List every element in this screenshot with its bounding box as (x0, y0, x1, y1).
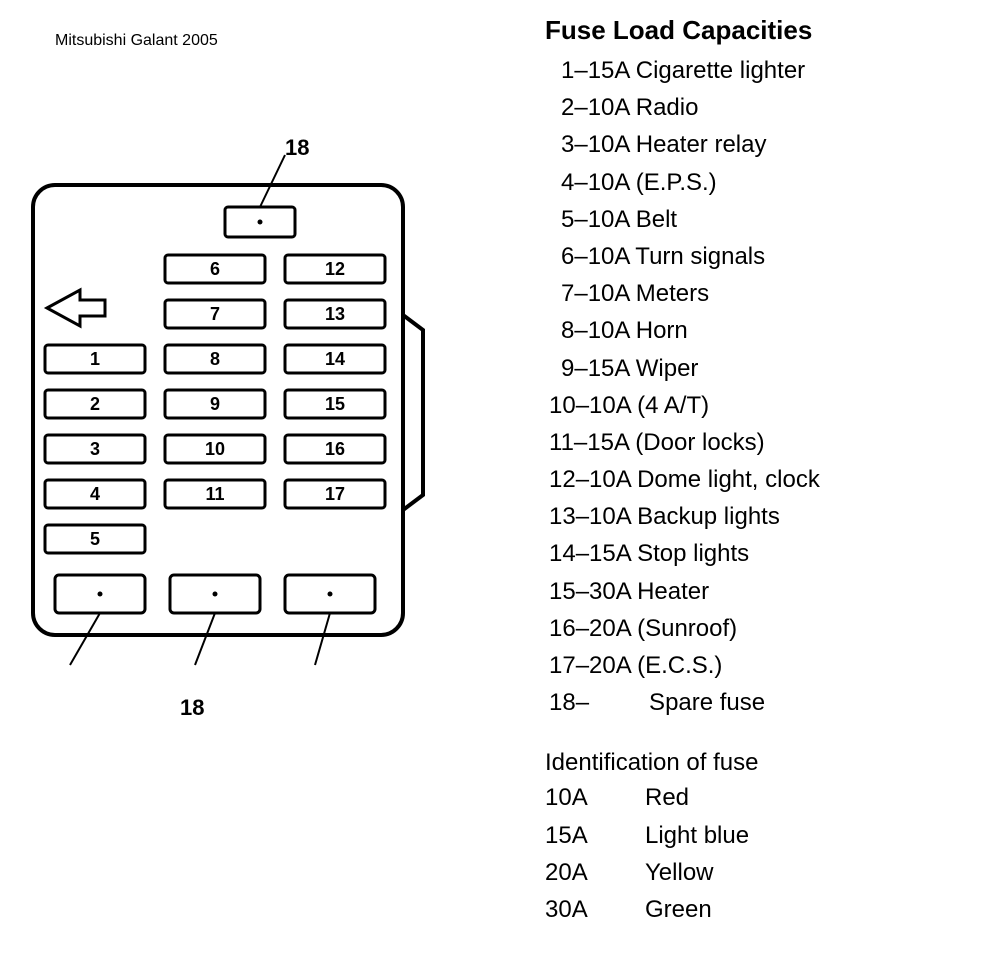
slot-10: 10 (205, 439, 225, 459)
vehicle-caption: Mitsubishi Galant 2005 (55, 32, 218, 50)
fuse-row: 14–15A Stop lights (545, 535, 985, 572)
identification-amp: 15A (545, 817, 645, 854)
fuse-row: 6–10A Turn signals (545, 238, 985, 275)
identification-amp: 10A (545, 779, 645, 816)
slot-1: 1 (90, 349, 100, 369)
slot-9: 9 (210, 394, 220, 414)
identification-color: Yellow (645, 859, 714, 886)
slot-13: 13 (325, 304, 345, 324)
legend-column: Fuse Load Capacities 1–15A Cigarette lig… (545, 15, 985, 928)
fuse-row: 2–10A Radio (545, 89, 985, 126)
slot-4: 4 (90, 484, 100, 504)
fuse-row: 12–10A Dome light, clock (545, 461, 985, 498)
slot-3: 3 (90, 439, 100, 459)
identification-row: 15ALight blue (545, 817, 985, 854)
fuse-row: 16–20A (Sunroof) (545, 610, 985, 647)
slot-2: 2 (90, 394, 100, 414)
list-title: Fuse Load Capacities (545, 15, 985, 46)
slot-5: 5 (90, 529, 100, 549)
fuse-row: 8–10A Horn (545, 312, 985, 349)
identification-amp: 20A (545, 854, 645, 891)
spare-top-dot (258, 220, 263, 225)
fuse-row: 3–10A Heater relay (545, 126, 985, 163)
identification-color: Light blue (645, 822, 749, 849)
identification-row: 30AGreen (545, 891, 985, 928)
fuse-row: 1–15A Cigarette lighter (545, 52, 985, 89)
fuse-row: 7–10A Meters (545, 275, 985, 312)
slot-15: 15 (325, 394, 345, 414)
fuse-row: 11–15A (Door locks) (545, 424, 985, 461)
fusebox-diagram: 18 6 7 8 9 10 11 12 13 14 (25, 145, 445, 685)
fuse-row: 10–10A (4 A/T) (545, 387, 985, 424)
fuse-row: 18– Spare fuse (545, 684, 985, 721)
slot-8: 8 (210, 349, 220, 369)
identification-color: Green (645, 896, 712, 923)
callout-label-top: 18 (285, 135, 309, 161)
fusebox-svg: 6 7 8 9 10 11 12 13 14 15 16 17 1 2 3 4 … (25, 145, 445, 685)
slot-17: 17 (325, 484, 345, 504)
fuse-list: 1–15A Cigarette lighter2–10A Radio3–10A … (545, 52, 985, 721)
identification-amp: 30A (545, 891, 645, 928)
fuse-row: 17–20A (E.C.S.) (545, 647, 985, 684)
panel-tab (403, 315, 423, 510)
identification-color: Red (645, 784, 689, 811)
slot-11: 11 (205, 484, 224, 504)
slot-12: 12 (325, 259, 345, 279)
identification-title: Identification of fuse (545, 749, 985, 777)
slot-14: 14 (325, 349, 345, 369)
fuse-row: 5–10A Belt (545, 201, 985, 238)
callout-label-bottom: 18 (180, 695, 204, 721)
slot-16: 16 (325, 439, 345, 459)
fuse-row: 4–10A (E.P.S.) (545, 164, 985, 201)
identification-row: 10ARed (545, 779, 985, 816)
fuse-row: 15–30A Heater (545, 573, 985, 610)
fuse-row: 13–10A Backup lights (545, 498, 985, 535)
identification-row: 20AYellow (545, 854, 985, 891)
slot-7: 7 (210, 304, 220, 324)
identification-list: 10ARed15ALight blue20AYellow30AGreen (545, 779, 985, 928)
slot-6: 6 (210, 259, 220, 279)
fuse-row: 9–15A Wiper (545, 350, 985, 387)
